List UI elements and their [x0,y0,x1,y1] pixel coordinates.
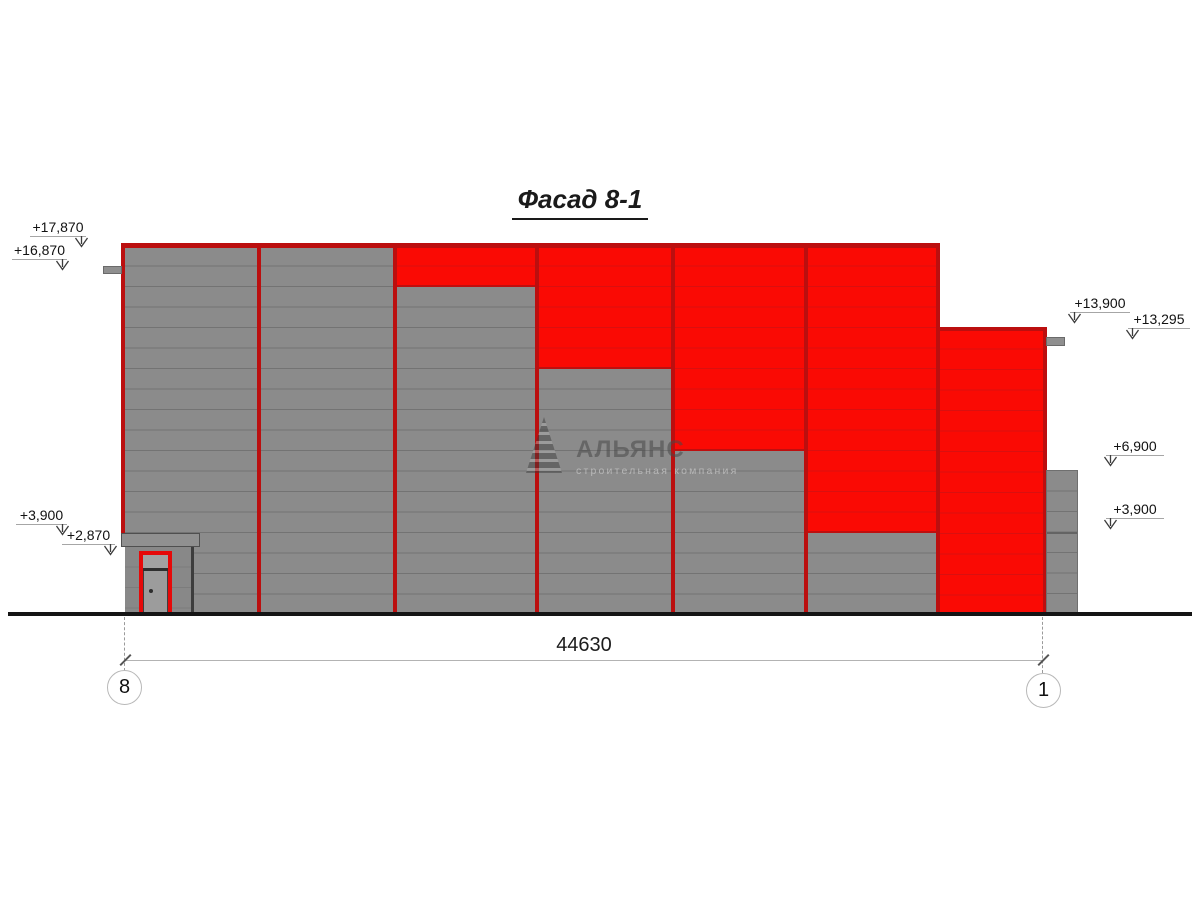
bay-6-red-panel [808,248,936,533]
door-handle [149,589,153,593]
parapet-strip-low [936,327,1047,331]
mullion-4-5 [671,243,675,612]
elevation-mark-right-3900: +3,900 [1103,501,1164,530]
left-canopy-tab [103,266,122,274]
entrance-right-jamb [191,547,194,612]
bay-2-gray-panel [261,248,393,612]
bay-5-red-panel [675,248,804,451]
elevation-label: +13,900 [1074,295,1126,311]
axis-label-1: 1 [1037,679,1050,701]
level-arrow-icon [55,259,70,271]
elevation-mark-16870: +16,870 [12,242,70,271]
elevation-label: +2,870 [66,527,111,543]
level-arrow-icon [1125,328,1140,340]
elevation-mark-17870: +17,870 [30,219,89,248]
elevation-mark-13900: +13,900 [1067,295,1130,324]
bay-3-gray-panel [397,287,535,612]
mullion-left-edge [121,243,125,533]
elevation-mark-13295: +13,295 [1125,311,1190,340]
entrance-door-frame [139,551,172,612]
level-arrow-icon [1067,312,1082,324]
right-canopy-tab [1046,337,1065,346]
bay-4-red-panel [539,248,671,369]
entrance-fascia [121,533,200,547]
watermark-tagline: строительная компания [576,465,739,477]
watermark-company-name: АЛЬЯНС [576,436,685,463]
mullion-3-4 [535,243,539,612]
extension-line-axis-1 [1042,617,1043,673]
mullion-right-edge [1043,331,1047,612]
mullion-5-6 [804,243,808,612]
mullion-2-3 [393,243,397,612]
level-arrow-icon [103,544,118,556]
bay-5-gray-panel [675,451,804,612]
right-low-gray-block [1046,470,1078,613]
bay-3-red-panel [397,248,535,287]
door-transom-window [143,555,168,568]
bay-4-gray-panel [539,369,671,612]
dimension-line [125,660,1043,661]
elevation-label: +13,295 [1133,311,1185,327]
elevation-label: +17,870 [32,219,84,235]
mullion-6-7 [936,243,940,612]
axis-bubble-1: 1 [1026,673,1061,708]
mullion-1-2 [257,243,261,612]
level-arrow-icon [55,524,70,536]
dimension-value: 44630 [556,634,612,656]
bay-6-gray-panel [808,533,936,612]
level-arrow-icon [1103,518,1118,530]
elevation-mark-2870: +2,870 [62,527,118,556]
elevation-label: +3,900 [19,507,64,523]
drawing-title-wrap: Фасад 8-1 [430,184,730,220]
elevation-label: +3,900 [1113,501,1157,517]
elevation-label: +16,870 [14,242,65,258]
axis-bubble-8: 8 [107,670,142,705]
elevation-mark-6900: +6,900 [1103,438,1164,467]
elevation-mark-left-3900: +3,900 [16,507,70,536]
drawing-title: Фасад 8-1 [511,184,649,220]
door-transom-bar [143,568,168,571]
entrance-door-leaf [143,571,168,612]
level-arrow-icon [1103,455,1118,467]
bay-7-red-panel [940,331,1043,612]
elevation-label: +6,900 [1113,438,1157,454]
axis-label-8: 8 [118,676,131,698]
parapet-strip-main [121,243,940,248]
level-arrow-icon [74,236,89,248]
extension-line-axis-8 [124,617,125,671]
right-low-block-seam [1047,532,1077,534]
ground-line [8,612,1192,616]
